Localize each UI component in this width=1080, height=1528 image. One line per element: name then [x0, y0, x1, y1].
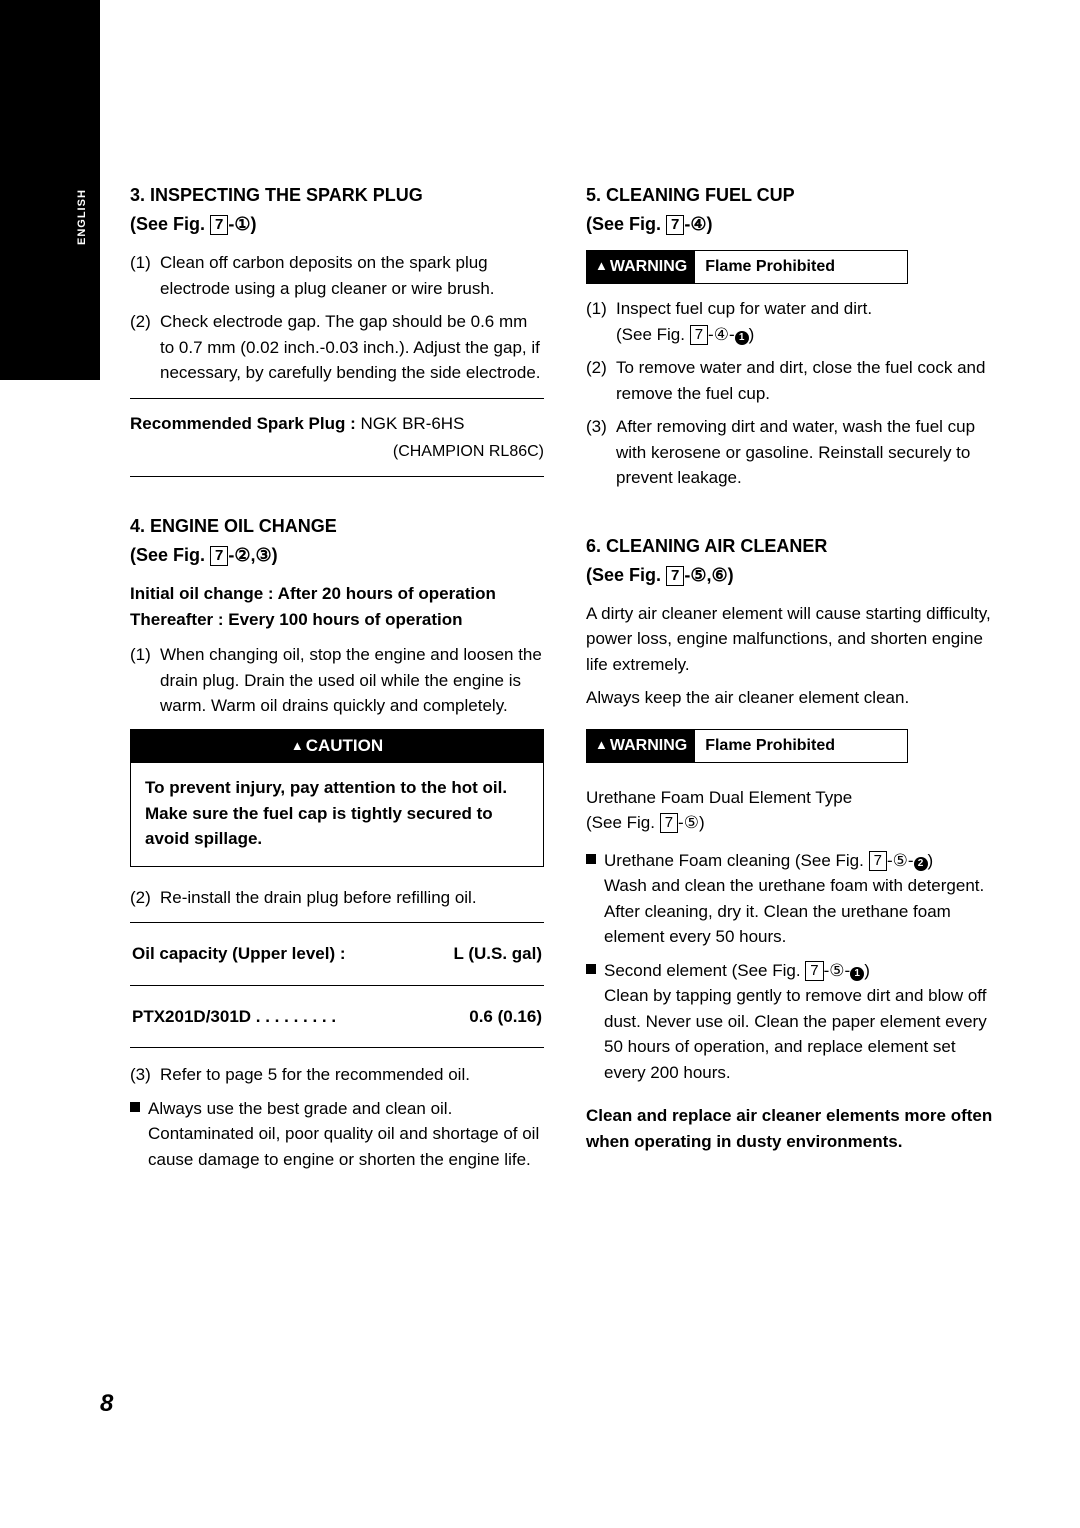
- sec4-item3: (3) Refer to page 5 for the recommended …: [130, 1062, 544, 1088]
- sec4-item2: (2) Re-install the drain plug before ref…: [130, 885, 544, 911]
- divider: [130, 476, 544, 477]
- sec5-item2: (2) To remove water and dirt, close the …: [586, 355, 1000, 406]
- sec6-intro2: Always keep the air cleaner element clea…: [586, 685, 1000, 711]
- sec5-seefig: (See Fig. 7-④): [586, 211, 1000, 238]
- sec4-item1: (1) When changing oil, stop the engine a…: [130, 642, 544, 719]
- sec6-bullet2: Second element (See Fig. 7-⑤-1) Clean by…: [586, 958, 1000, 1086]
- sec4-initial2: Thereafter : Every 100 hours of operatio…: [130, 607, 544, 633]
- sec5-item1: (1) Inspect fuel cup for water and dirt.…: [586, 296, 1000, 347]
- sec3-item2: (2) Check electrode gap. The gap should …: [130, 309, 544, 386]
- square-bullet-icon: [130, 1102, 140, 1112]
- caution-bar: ▲CAUTION: [130, 729, 544, 763]
- language-sidebar: ENGLISH: [0, 0, 100, 380]
- warning-bar: ▲WARNING Flame Prohibited: [586, 250, 908, 284]
- page-number: 8: [100, 1390, 113, 1418]
- sec6-bullet1: Urethane Foam cleaning (See Fig. 7-⑤-2) …: [586, 848, 1000, 950]
- sec3-item1: (1) Clean off carbon deposits on the spa…: [130, 250, 544, 301]
- right-column: 5. CLEANING FUEL CUP (See Fig. 7-④) ▲WAR…: [586, 182, 1000, 1180]
- sec4-seefig: (See Fig. 7-②,③): [130, 542, 544, 569]
- caution-box: To prevent injury, pay attention to the …: [130, 762, 544, 867]
- sec4-title: 4. ENGINE OIL CHANGE: [130, 513, 544, 540]
- rec-spark-plug-sub: (CHAMPION RL86C): [130, 440, 544, 464]
- sec3-title: 3. INSPECTING THE SPARK PLUG: [130, 182, 544, 209]
- sec6-type2: (See Fig. 7-⑤): [586, 810, 1000, 836]
- warning-bar-2: ▲WARNING Flame Prohibited: [586, 729, 908, 763]
- sec5-item3: (3) After removing dirt and water, wash …: [586, 414, 1000, 491]
- divider: [130, 398, 544, 399]
- rec-spark-plug: Recommended Spark Plug : NGK BR-6HS: [130, 411, 544, 437]
- square-bullet-icon: [586, 964, 596, 974]
- sec3-seefig: (See Fig. 7-①): [130, 211, 544, 238]
- sec6-intro1: A dirty air cleaner element will cause s…: [586, 601, 1000, 678]
- left-column: 3. INSPECTING THE SPARK PLUG (See Fig. 7…: [130, 182, 544, 1180]
- content-columns: 3. INSPECTING THE SPARK PLUG (See Fig. 7…: [130, 182, 1000, 1180]
- sec6-seefig: (See Fig. 7-⑤,⑥): [586, 562, 1000, 589]
- oil-capacity-table: Oil capacity (Upper level) : L (U.S. gal…: [130, 922, 544, 1048]
- sec6-type1: Urethane Foam Dual Element Type: [586, 785, 1000, 811]
- sec5-title: 5. CLEANING FUEL CUP: [586, 182, 1000, 209]
- sec6-closing: Clean and replace air cleaner elements m…: [586, 1103, 1000, 1154]
- sec6-title: 6. CLEANING AIR CLEANER: [586, 533, 1000, 560]
- sec4-bullet1: Always use the best grade and clean oil.…: [130, 1096, 544, 1173]
- sec4-initial1: Initial oil change : After 20 hours of o…: [130, 581, 544, 607]
- square-bullet-icon: [586, 854, 596, 864]
- language-label: ENGLISH: [76, 189, 88, 245]
